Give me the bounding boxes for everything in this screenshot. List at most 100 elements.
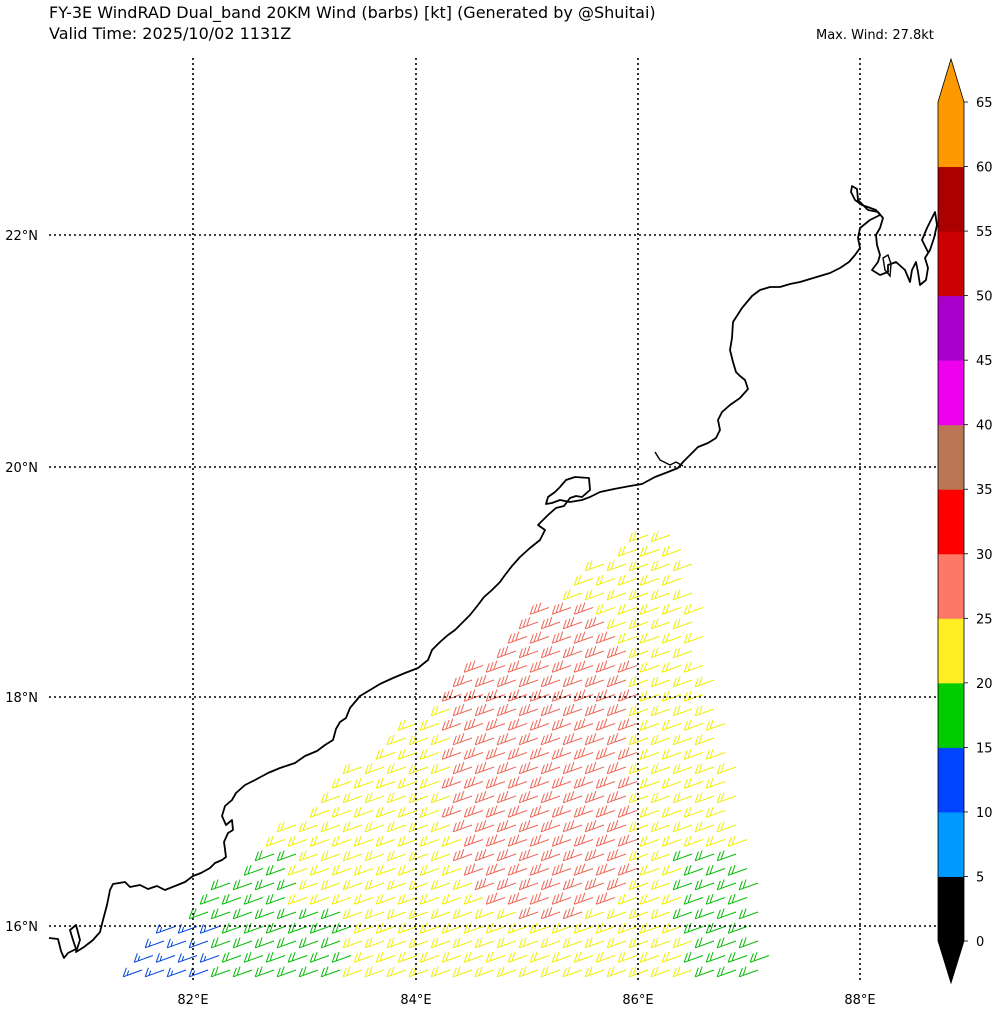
wind-barb [661, 806, 682, 818]
wind-barb [441, 805, 462, 818]
wind-barb [562, 966, 583, 978]
wind-barb [287, 864, 308, 876]
wind-barb [628, 763, 649, 775]
wind-barb [672, 763, 693, 775]
wind-barb [584, 703, 605, 717]
wind-barb [276, 821, 297, 833]
wind-barb [221, 893, 242, 905]
wind-barb [474, 761, 495, 775]
wind-barb [672, 647, 693, 659]
wind-barb [364, 821, 385, 833]
wind-barb [639, 806, 660, 818]
colorbar-label: 55 [976, 225, 993, 240]
wind-barb [320, 966, 341, 978]
wind-barb [507, 718, 528, 731]
wind-barb [672, 734, 693, 746]
wind-barb [716, 821, 737, 833]
wind-barb [309, 835, 330, 847]
wind-barb [606, 732, 627, 746]
colorbar-segment [938, 489, 964, 555]
wind-barb [452, 761, 473, 775]
wind-barb [419, 922, 440, 934]
wind-barb [408, 937, 429, 949]
wind-barb [716, 966, 737, 978]
wind-barb [584, 908, 605, 920]
wind-barb [628, 908, 649, 920]
wind-barb [276, 850, 297, 862]
wind-barb [661, 922, 682, 934]
wind-barb [353, 951, 374, 963]
wind-barb [331, 951, 352, 963]
wind-barb [364, 966, 385, 978]
wind-barb [584, 819, 605, 833]
wind-barb [573, 689, 594, 702]
wind-barb [661, 603, 682, 615]
wind-barb [199, 893, 220, 905]
wind-barb [584, 877, 605, 891]
wind-barb [485, 776, 506, 789]
wind-barb [705, 719, 726, 731]
wind-barb [562, 877, 583, 891]
wind-barb [353, 893, 374, 905]
wind-barb [397, 893, 418, 905]
wind-barb [331, 864, 352, 876]
wind-barb [309, 893, 330, 905]
colorbar-label: 0 [976, 935, 984, 950]
wind-barb [650, 821, 671, 833]
wind-barb [276, 937, 297, 949]
wind-barb [683, 835, 704, 847]
wind-barb [672, 618, 693, 630]
wind-barb [562, 790, 583, 804]
wind-barb [738, 879, 759, 891]
wind-barb [518, 848, 539, 862]
wind-barb [573, 951, 594, 963]
wind-barb [628, 589, 649, 601]
wind-barb [463, 893, 484, 905]
wind-barb [386, 821, 407, 833]
wind-barb [573, 660, 594, 673]
wind-barb [628, 705, 649, 717]
wind-barb [331, 777, 352, 789]
wind-barb [419, 806, 440, 818]
wind-barb [386, 850, 407, 862]
wind-barb [474, 937, 495, 949]
wind-barb [177, 953, 198, 963]
wind-barb [408, 879, 429, 891]
wind-barb [518, 877, 539, 891]
wind-barb [573, 922, 594, 934]
wind-barb [661, 661, 682, 673]
wind-barb [375, 893, 396, 905]
wind-barb [540, 645, 561, 659]
wind-barb [507, 776, 528, 789]
wind-barb [529, 863, 550, 876]
wind-barb [254, 879, 275, 891]
wind-barb [452, 908, 473, 920]
wind-barb [672, 850, 693, 862]
lon-label-82e: 82°E [177, 993, 208, 1008]
wind-barb [540, 937, 561, 949]
wind-barb [243, 922, 264, 934]
wind-barb [694, 763, 715, 775]
wind-barb [573, 602, 594, 615]
wind-barb [485, 863, 506, 876]
wind-barb [265, 922, 286, 934]
wind-barb [265, 893, 286, 905]
wind-barb [595, 892, 616, 905]
wind-barb [474, 790, 495, 804]
wind-barb [276, 879, 297, 891]
wind-barb [529, 660, 550, 673]
wind-barb [606, 848, 627, 862]
wind-barb [562, 937, 583, 949]
wind-barb [199, 953, 220, 963]
wind-barb [507, 631, 528, 644]
wind-barb [617, 574, 638, 586]
wind-barb [738, 966, 759, 978]
wind-barb [474, 877, 495, 891]
wind-barb [463, 834, 484, 847]
wind-barb [540, 616, 561, 630]
wind-barb [430, 705, 451, 717]
wind-barb [606, 618, 627, 630]
wind-barb [540, 877, 561, 891]
wind-barb [364, 850, 385, 862]
wind-barb [430, 734, 451, 746]
